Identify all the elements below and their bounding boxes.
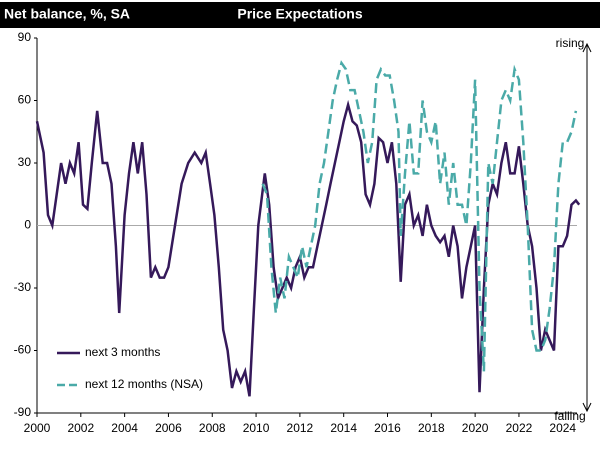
x-tick-label: 2014 xyxy=(330,421,357,435)
x-tick-label: 2000 xyxy=(24,421,51,435)
x-tick-label: 2016 xyxy=(374,421,401,435)
x-tick-label: 2006 xyxy=(155,421,182,435)
x-tick-label: 2018 xyxy=(418,421,445,435)
arrow-head xyxy=(582,42,592,53)
y-tick-label: 90 xyxy=(18,30,32,44)
annotation: rising xyxy=(556,36,585,50)
y-tick-label: 30 xyxy=(18,155,32,169)
legend-label: next 12 months (NSA) xyxy=(85,377,203,391)
chart-title: Price Expectations xyxy=(237,6,362,22)
x-tick-label: 2024 xyxy=(549,421,576,435)
data-line xyxy=(261,60,578,372)
x-tick-label: 2002 xyxy=(67,421,94,435)
legend-label: next 3 months xyxy=(85,345,160,359)
x-tick-label: 2010 xyxy=(243,421,270,435)
x-tick-label: 2008 xyxy=(199,421,226,435)
y-tick-label: -60 xyxy=(14,343,32,357)
y-tick-label: 60 xyxy=(18,93,32,107)
y-tick-label: 0 xyxy=(24,218,31,232)
title-bar xyxy=(0,2,600,28)
y-tick-label: -90 xyxy=(14,405,32,419)
arrow-head xyxy=(582,402,592,413)
x-tick-label: 2004 xyxy=(111,421,138,435)
x-tick-label: 2022 xyxy=(506,421,533,435)
x-tick-label: 2020 xyxy=(462,421,489,435)
y-axis-label: Net balance, %, SA xyxy=(4,6,130,22)
y-tick-label: -30 xyxy=(14,280,32,294)
x-tick-label: 2012 xyxy=(287,421,314,435)
